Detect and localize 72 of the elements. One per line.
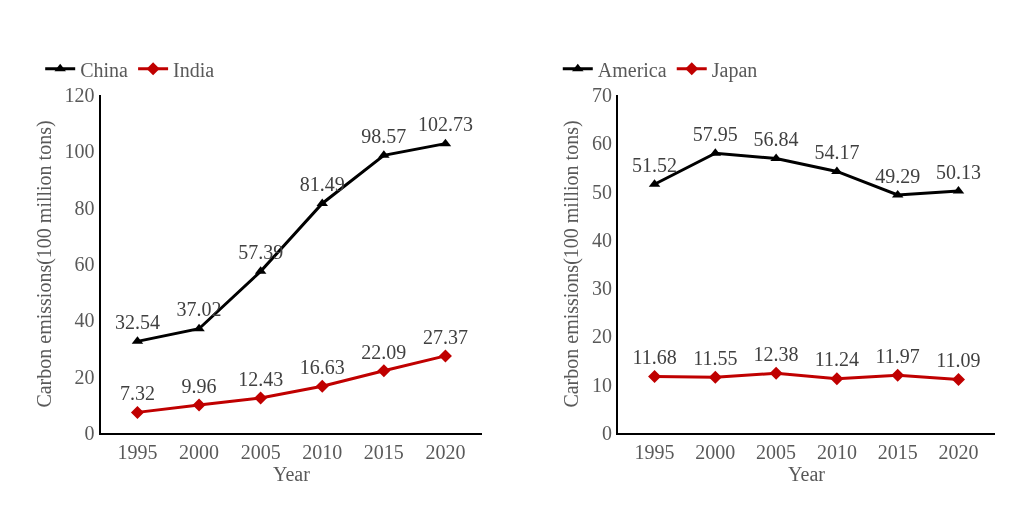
data-label: 11.68 [632, 346, 677, 369]
y-tick-label: 20 [74, 365, 95, 388]
x-tick-label: 2000 [179, 441, 220, 463]
data-label: 54.17 [814, 141, 860, 164]
x-tick-label: 2020 [425, 441, 466, 463]
point [770, 153, 782, 162]
x-tick-label: 2005 [756, 441, 797, 463]
x-tick-label: 2020 [938, 441, 979, 463]
y-tick-label: 60 [74, 253, 95, 275]
y-tick-label: 30 [592, 277, 613, 300]
data-label: 12.43 [238, 367, 284, 390]
point [891, 368, 905, 382]
legend-label: Japan [711, 58, 758, 82]
y-tick-label: 50 [592, 180, 613, 203]
data-label: 11.09 [936, 349, 981, 372]
y-axis-title: Carbon emissions(100 million tons) [560, 120, 584, 408]
point [708, 370, 722, 384]
x-tick-label: 2010 [816, 441, 857, 463]
y-axis-title: Carbon emissions(100 million tons) [32, 120, 56, 408]
x-tick-label: 2005 [240, 441, 281, 463]
x-tick-label: 1995 [117, 441, 158, 463]
y-tick-label: 120 [64, 84, 95, 106]
data-label: 98.57 [361, 125, 407, 148]
data-label: 7.32 [119, 382, 155, 405]
x-tick-label: 2015 [877, 441, 918, 463]
data-label: 9.96 [181, 374, 217, 397]
x-tick-label: 1995 [634, 441, 675, 463]
y-tick-label: 40 [592, 228, 613, 251]
x-tick-label: 2010 [302, 441, 343, 463]
point [648, 370, 662, 384]
point [192, 398, 206, 412]
data-label: 22.09 [361, 340, 407, 363]
data-label: 27.37 [422, 325, 468, 348]
data-label: 49.29 [875, 164, 921, 187]
data-label: 81.49 [299, 173, 345, 196]
point [951, 372, 965, 386]
x-tick-label: 2015 [363, 441, 404, 463]
point [377, 364, 391, 378]
y-tick-label: 10 [592, 373, 613, 396]
y-tick-label: 0 [602, 422, 613, 444]
data-label: 11.97 [875, 344, 920, 367]
y-tick-label: 20 [592, 325, 613, 348]
data-label: 32.54 [114, 311, 160, 334]
data-label: 12.38 [753, 342, 799, 365]
legend-label: India [173, 58, 215, 81]
data-label: 56.84 [753, 128, 799, 151]
data-label: 37.02 [176, 298, 222, 321]
y-tick-label: 40 [74, 309, 95, 332]
y-tick-label: 100 [64, 140, 95, 163]
x-tick-label: 2000 [695, 441, 736, 463]
y-tick-label: 70 [592, 84, 613, 106]
point [830, 372, 844, 386]
data-label: 16.63 [299, 355, 345, 378]
point [130, 405, 144, 419]
x-axis-title: Year [273, 463, 311, 485]
y-tick-label: 60 [592, 132, 613, 155]
point [254, 391, 268, 405]
point [315, 379, 329, 393]
data-label: 57.95 [692, 122, 738, 145]
point [438, 349, 452, 363]
y-tick-label: 80 [74, 196, 95, 219]
point [193, 323, 205, 332]
data-label: 11.24 [814, 348, 860, 371]
x-axis-title: Year [788, 463, 826, 485]
y-tick-label: 0 [84, 422, 95, 444]
data-label: 11.55 [693, 346, 738, 369]
data-label: 51.52 [632, 153, 678, 176]
legend-label: America [597, 58, 667, 81]
data-label: 102.73 [417, 113, 473, 136]
point [769, 366, 783, 380]
legend-label: China [80, 58, 129, 81]
data-label: 50.13 [935, 160, 981, 183]
